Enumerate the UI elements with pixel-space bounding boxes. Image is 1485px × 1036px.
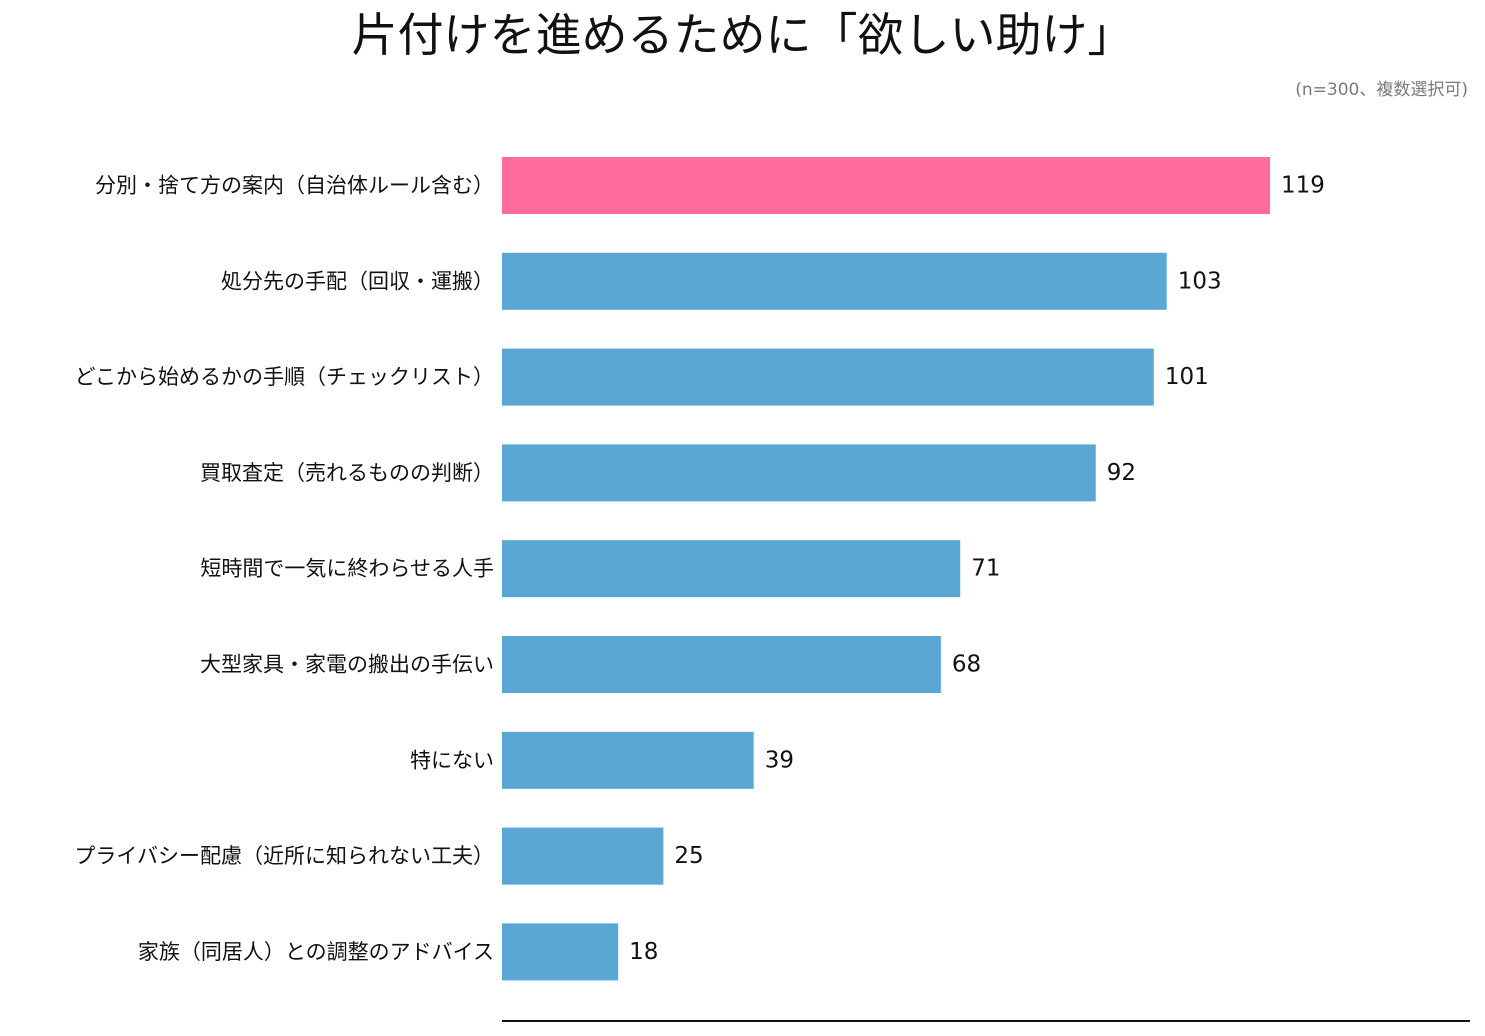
bar-3 <box>502 348 1154 406</box>
value-label-7: 39 <box>765 747 794 773</box>
category-label-7: 特にない <box>410 748 494 772</box>
category-label-2: 処分先の手配（回収・運搬） <box>221 269 494 293</box>
chart-title: 片付けを進めるために「欲しい助け」 <box>351 8 1134 62</box>
bar-7 <box>502 731 754 789</box>
bars-group: 分別・捨て方の案内（自治体ルール含む） 119 処分先の手配（回収・運搬） 103 どこ… <box>74 157 1325 981</box>
bar-6 <box>502 636 941 693</box>
category-label-8: プライバシー配慮（近所に知られない工夫） <box>74 844 494 868</box>
category-label-4: 買取査定（売れるものの判断） <box>200 461 494 485</box>
category-label-1: 分別・捨て方の案内（自治体ルール含む） <box>95 174 494 198</box>
category-label-5: 短時間で一気に終わらせる人手 <box>200 557 494 581</box>
category-label-6: 大型家具・家電の搬出の手伝い <box>200 653 494 677</box>
value-label-1: 119 <box>1281 173 1325 199</box>
bar-8 <box>502 827 664 885</box>
value-label-2: 103 <box>1178 268 1222 294</box>
bar-5 <box>502 540 961 598</box>
value-label-3: 101 <box>1165 364 1209 390</box>
bar-4 <box>502 444 1096 502</box>
sample-note: (n=300、複数選択可) <box>1295 80 1468 100</box>
bar-1 <box>502 157 1270 214</box>
value-label-9: 18 <box>629 939 658 965</box>
value-label-8: 25 <box>674 843 703 869</box>
bar-9 <box>502 923 619 981</box>
category-label-9: 家族（同居人）との調整のアドバイス <box>138 940 494 964</box>
value-label-5: 71 <box>971 556 1000 582</box>
bar-2 <box>502 252 1167 310</box>
value-label-4: 92 <box>1107 460 1136 486</box>
category-label-3: どこから始めるかの手順（チェックリスト） <box>75 365 494 389</box>
value-label-6: 68 <box>952 652 981 678</box>
